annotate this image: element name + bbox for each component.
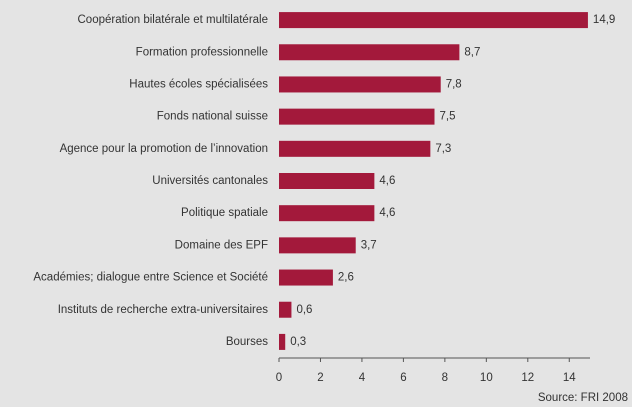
- bar: [279, 205, 375, 222]
- value-label: 8,7: [464, 46, 480, 58]
- bar: [279, 44, 460, 61]
- bar: [279, 173, 375, 189]
- value-label: 7,5: [440, 111, 456, 123]
- value-label: 2,6: [338, 272, 354, 284]
- y-tick-label: Bourses: [226, 336, 268, 348]
- bar: [279, 12, 588, 29]
- bar: [279, 333, 286, 350]
- value-label: 7,8: [446, 78, 462, 90]
- x-tick-label: 0: [276, 372, 282, 384]
- y-tick-label: Fonds national suisse: [157, 111, 268, 123]
- x-tick-label: 2: [317, 372, 323, 384]
- y-tick-label: Formation professionnelle: [136, 46, 268, 58]
- bar: [279, 269, 333, 286]
- source-note: Source: FRI 2008: [538, 392, 628, 404]
- x-tick-label: 12: [521, 372, 534, 384]
- x-tick-label: 6: [400, 372, 406, 384]
- bar: [279, 301, 292, 318]
- y-tick-label: Agence pour la promotion de l’innovation: [60, 143, 268, 155]
- bar: [279, 140, 431, 157]
- x-tick-label: 8: [442, 372, 448, 384]
- y-tick-label: Instituts de recherche extra-universitai…: [58, 304, 269, 316]
- y-tick-label: Coopération bilatérale et multilatérale: [78, 14, 269, 26]
- value-label: 14,9: [593, 14, 615, 26]
- y-tick-label: Domaine des EPF: [175, 239, 268, 251]
- value-label: 0,6: [296, 304, 312, 316]
- y-tick-label: Académies; dialogue entre Science et Soc…: [33, 272, 268, 284]
- value-label: 0,3: [290, 336, 306, 348]
- bar: [279, 237, 356, 254]
- x-tick-label: 10: [480, 372, 493, 384]
- value-label: 4,6: [379, 207, 395, 219]
- bar: [279, 76, 441, 93]
- x-tick-label: 14: [563, 372, 576, 384]
- value-label: 3,7: [361, 239, 377, 251]
- value-label: 7,3: [435, 143, 451, 155]
- y-tick-label: Hautes écoles spécialisées: [129, 78, 268, 90]
- bar: [279, 108, 435, 125]
- y-tick-label: Universités cantonales: [152, 175, 268, 187]
- value-label: 4,6: [379, 175, 395, 187]
- y-tick-label: Politique spatiale: [181, 207, 268, 219]
- x-tick-label: 4: [359, 372, 366, 384]
